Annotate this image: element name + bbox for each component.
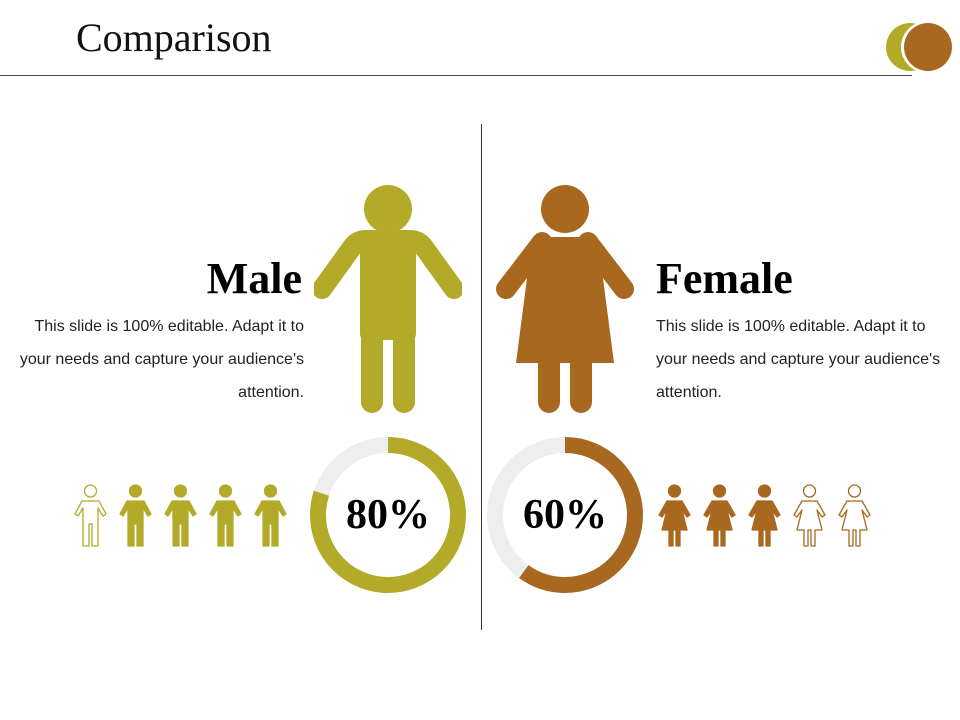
- logo-circles-icon: [886, 21, 953, 73]
- female-heading: Female: [656, 254, 793, 303]
- female-donut-arc: [487, 437, 643, 593]
- female-icon-row: [656, 484, 873, 548]
- male-person-filled-icon: [164, 484, 197, 547]
- male-figure-icon: [314, 185, 462, 413]
- female-figure-icon: [496, 185, 634, 413]
- female-percentage-label: 60%: [523, 492, 607, 538]
- female-person-outline-icon: [838, 484, 871, 547]
- female-percentage-donut: 60%: [485, 435, 645, 595]
- female-person-filled-icon: [748, 484, 781, 547]
- male-person-filled-icon: [119, 484, 152, 547]
- male-donut-arc: [310, 437, 466, 593]
- male-heading: Male: [206, 254, 302, 303]
- female-person-filled-icon: [703, 484, 736, 547]
- center-divider: [481, 124, 482, 630]
- male-person-outline-icon: [74, 484, 107, 547]
- female-person-filled-icon: [658, 484, 691, 547]
- title-underline: [0, 75, 912, 76]
- male-person-filled-icon: [209, 484, 242, 547]
- male-percentage-donut: 80%: [308, 435, 468, 595]
- female-description: This slide is 100% editable. Adapt it to…: [656, 318, 941, 401]
- male-icon-row: [72, 484, 289, 548]
- male-percentage-label: 80%: [346, 492, 430, 538]
- male-description: This slide is 100% editable. Adapt it to…: [19, 318, 304, 401]
- slide-title: Comparison: [76, 15, 272, 60]
- female-person-outline-icon: [793, 484, 826, 547]
- male-person-filled-icon: [254, 484, 287, 547]
